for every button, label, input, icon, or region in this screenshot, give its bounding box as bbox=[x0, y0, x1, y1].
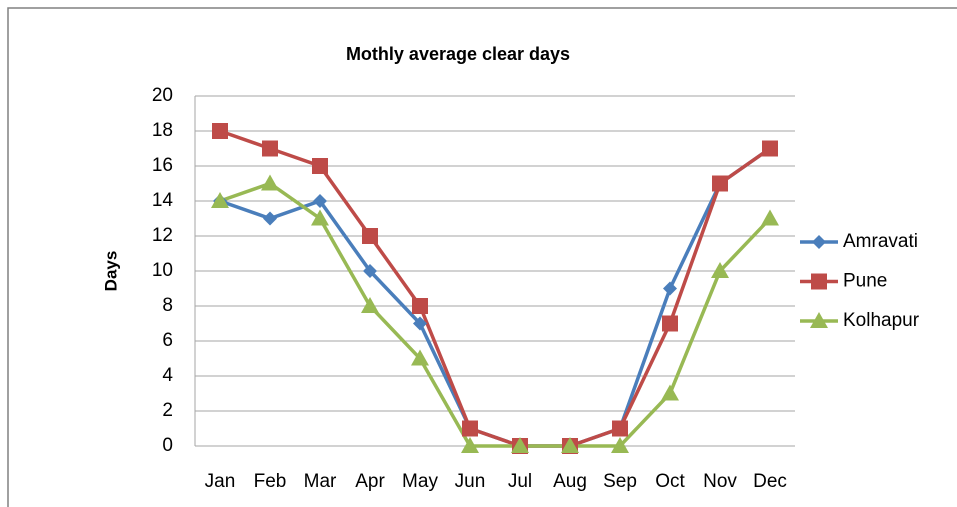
data-point bbox=[662, 315, 678, 332]
chart-frame bbox=[7, 7, 957, 507]
data-point bbox=[311, 209, 329, 226]
data-point bbox=[211, 192, 229, 208]
legend-label: Amravati bbox=[843, 231, 918, 252]
x-tick-label: Aug bbox=[553, 471, 587, 492]
x-tick-label: Oct bbox=[655, 471, 685, 492]
y-axis-label: Days bbox=[101, 251, 120, 292]
legend-label: Pune bbox=[843, 271, 887, 292]
x-tick-label: Jun bbox=[455, 471, 486, 492]
data-point bbox=[262, 140, 278, 157]
legend-marker bbox=[812, 235, 826, 249]
data-point bbox=[361, 297, 379, 313]
series-line bbox=[219, 129, 772, 448]
y-tick-label: 4 bbox=[162, 365, 173, 386]
data-point bbox=[712, 175, 728, 192]
data-point bbox=[711, 262, 729, 278]
series-line bbox=[219, 181, 772, 448]
legend-marker bbox=[810, 312, 828, 328]
legend-label: Kolhapur bbox=[843, 310, 920, 331]
x-tick-label: Apr bbox=[355, 471, 385, 492]
y-tick-label: 16 bbox=[152, 155, 173, 176]
chart-title: Mothly average clear days bbox=[346, 44, 570, 64]
x-tick-label: Nov bbox=[703, 471, 737, 492]
y-tick-label: 10 bbox=[152, 260, 173, 281]
data-point bbox=[762, 140, 778, 157]
y-tick-label: 18 bbox=[152, 120, 173, 141]
data-point bbox=[363, 264, 377, 278]
data-point bbox=[413, 316, 427, 331]
data-point bbox=[461, 437, 479, 453]
data-point bbox=[263, 211, 277, 226]
x-tick-label: Mar bbox=[304, 471, 337, 492]
data-point bbox=[462, 420, 478, 437]
series-line bbox=[219, 147, 772, 448]
legend-marker bbox=[811, 273, 827, 290]
y-tick-label: 20 bbox=[152, 85, 173, 106]
x-tick-label: Dec bbox=[753, 471, 787, 492]
data-point bbox=[412, 298, 428, 314]
data-point bbox=[362, 228, 378, 244]
data-point bbox=[261, 174, 279, 191]
y-tick-label: 8 bbox=[162, 295, 173, 316]
x-tick-label: May bbox=[402, 471, 438, 492]
data-point bbox=[611, 437, 629, 453]
data-point bbox=[661, 384, 679, 401]
data-point bbox=[761, 209, 779, 226]
x-tick-label: Feb bbox=[254, 471, 287, 492]
data-point bbox=[312, 158, 328, 174]
y-tick-label: 12 bbox=[152, 225, 173, 246]
y-tick-label: 0 bbox=[162, 435, 173, 456]
data-point bbox=[561, 437, 579, 453]
y-tick-label: 2 bbox=[162, 400, 173, 421]
data-point bbox=[212, 123, 228, 139]
data-point bbox=[511, 437, 529, 453]
data-point bbox=[612, 420, 628, 437]
data-point bbox=[313, 194, 327, 208]
y-tick-label: 6 bbox=[162, 330, 173, 351]
data-point bbox=[663, 281, 677, 296]
x-tick-label: Jan bbox=[205, 471, 236, 492]
x-tick-label: Sep bbox=[603, 471, 637, 492]
x-tick-label: Jul bbox=[508, 471, 532, 492]
data-point bbox=[411, 349, 429, 366]
y-tick-label: 14 bbox=[152, 190, 174, 211]
